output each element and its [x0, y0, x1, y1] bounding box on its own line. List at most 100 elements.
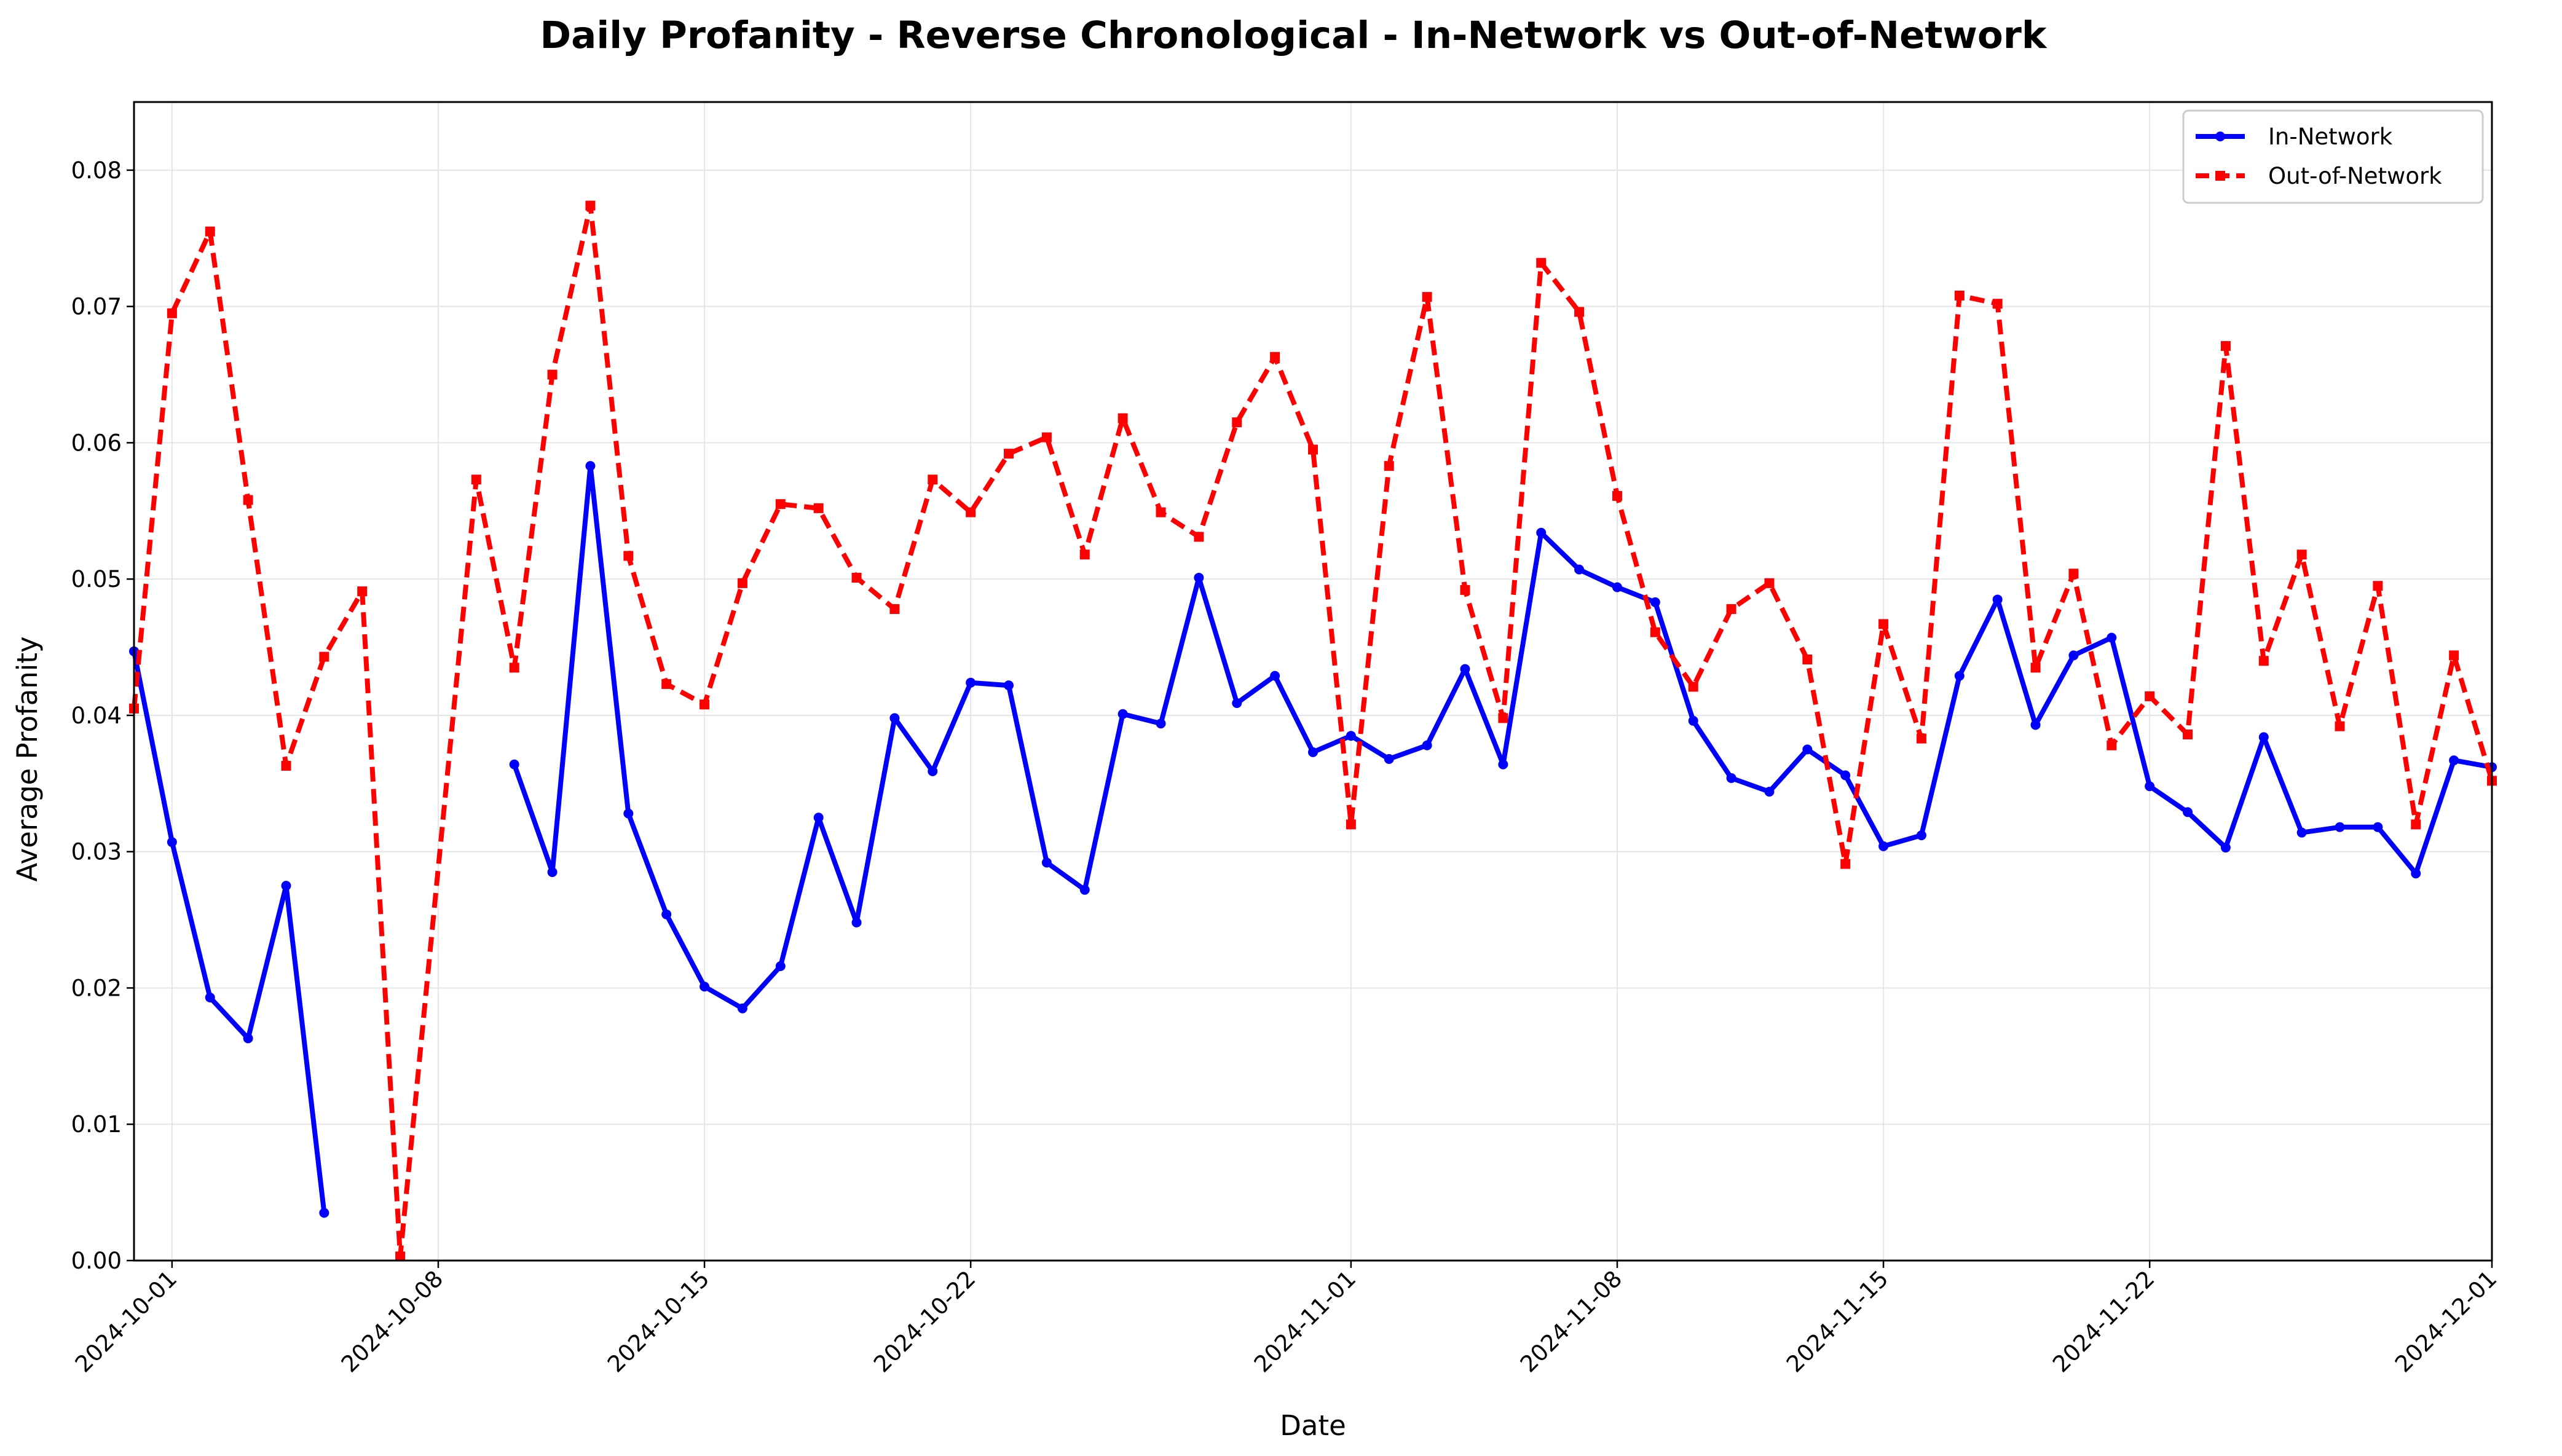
plot-frame — [133, 101, 2493, 1262]
data-point-out-of-network — [2335, 721, 2345, 731]
data-point-in-network — [1232, 698, 1242, 708]
data-point-out-of-network — [1954, 290, 1965, 301]
data-point-in-network — [1498, 759, 1508, 769]
data-point-in-network — [2258, 732, 2269, 742]
data-point-out-of-network — [1992, 299, 2003, 309]
data-point-in-network — [1117, 709, 1128, 719]
data-point-out-of-network — [1764, 578, 1775, 588]
data-point-out-of-network — [1346, 819, 1356, 830]
data-point-out-of-network — [1270, 352, 1280, 362]
data-point-in-network — [2068, 650, 2079, 661]
data-point-in-network — [281, 881, 291, 891]
data-point-in-network — [1270, 671, 1280, 681]
data-point-out-of-network — [813, 503, 824, 513]
data-point-in-network — [319, 1208, 329, 1218]
y-tick-label: 0.00 — [71, 1248, 122, 1274]
data-point-in-network — [1612, 582, 1622, 592]
data-point-in-network — [928, 766, 938, 776]
data-point-in-network — [547, 867, 558, 877]
data-point-out-of-network — [661, 679, 672, 689]
data-point-in-network — [1878, 841, 1889, 851]
data-point-out-of-network — [1384, 461, 1394, 471]
data-point-out-of-network — [1156, 507, 1166, 517]
data-point-out-of-network — [585, 200, 596, 211]
data-point-out-of-network — [1041, 432, 1052, 443]
data-point-out-of-network — [775, 499, 786, 510]
data-point-out-of-network — [167, 308, 177, 318]
data-point-out-of-network — [1688, 682, 1698, 692]
data-point-out-of-network — [1878, 619, 1889, 629]
data-point-in-network — [2411, 868, 2421, 879]
data-point-in-network — [2107, 632, 2117, 643]
data-point-in-network — [889, 713, 900, 723]
data-point-out-of-network — [1079, 549, 1090, 560]
data-point-out-of-network — [509, 663, 519, 673]
chart-title: Daily Profanity - Reverse Chronological … — [540, 14, 2048, 57]
y-axis-title: Average Profanity — [11, 636, 44, 881]
data-point-in-network — [509, 759, 519, 769]
data-point-out-of-network — [700, 699, 710, 710]
data-point-out-of-network — [2296, 549, 2307, 560]
data-point-in-network — [966, 677, 976, 688]
data-point-out-of-network — [2373, 581, 2383, 591]
data-point-in-network — [243, 1033, 253, 1044]
data-point-in-network — [2335, 822, 2345, 832]
data-point-in-network — [205, 992, 215, 1002]
y-tick-label: 0.07 — [71, 294, 122, 320]
data-point-in-network — [813, 813, 824, 823]
data-point-in-network — [1308, 747, 1318, 757]
data-point-out-of-network — [1916, 733, 1926, 744]
data-point-in-network — [1384, 754, 1394, 764]
y-tick-label: 0.05 — [71, 566, 122, 592]
y-tick-label: 0.06 — [71, 430, 122, 456]
data-point-in-network — [1916, 830, 1926, 841]
x-axis-title: Date — [1280, 1409, 1346, 1442]
legend: In-Network Out-of-Network — [2182, 109, 2484, 204]
data-point-in-network — [1422, 740, 1432, 750]
data-point-out-of-network — [966, 507, 976, 517]
data-point-in-network — [661, 909, 672, 919]
data-point-out-of-network — [737, 578, 747, 588]
data-point-out-of-network — [1802, 655, 1813, 665]
data-point-in-network — [1004, 680, 1014, 691]
data-point-out-of-network — [357, 586, 368, 597]
data-point-in-network — [2183, 807, 2193, 817]
data-point-out-of-network — [1574, 307, 1585, 317]
data-point-out-of-network — [1460, 584, 1470, 595]
data-point-out-of-network — [1726, 604, 1736, 614]
data-point-out-of-network — [623, 551, 634, 561]
data-point-in-network — [167, 837, 177, 848]
data-point-out-of-network — [547, 369, 558, 380]
data-point-out-of-network — [1840, 859, 1851, 869]
data-point-out-of-network — [395, 1251, 406, 1262]
data-point-in-network — [2296, 827, 2307, 838]
data-point-in-network — [2220, 843, 2231, 853]
y-tick-label: 0.01 — [71, 1111, 122, 1138]
data-point-out-of-network — [471, 474, 481, 485]
data-point-out-of-network — [928, 474, 938, 485]
data-point-in-network — [2030, 720, 2041, 730]
data-point-out-of-network — [2183, 729, 2193, 739]
data-point-in-network — [585, 461, 596, 471]
data-point-out-of-network — [1498, 713, 1508, 723]
y-tick-label: 0.02 — [71, 975, 122, 1001]
data-point-out-of-network — [1650, 627, 1660, 637]
data-point-out-of-network — [1004, 449, 1014, 459]
y-tick-label: 0.04 — [71, 702, 122, 729]
data-point-in-network — [1688, 715, 1698, 726]
data-point-out-of-network — [2068, 569, 2079, 579]
data-point-in-network — [2145, 781, 2155, 792]
data-point-in-network — [2373, 822, 2383, 832]
data-point-in-network — [1079, 884, 1090, 895]
data-point-in-network — [623, 808, 634, 819]
data-point-in-network — [775, 961, 786, 971]
data-point-out-of-network — [1194, 532, 1204, 542]
data-point-out-of-network — [319, 651, 329, 662]
data-point-in-network — [1536, 527, 1547, 538]
legend-label-in-network: In-Network — [2268, 124, 2393, 150]
data-point-in-network — [1041, 857, 1052, 868]
data-point-out-of-network — [889, 604, 900, 614]
data-point-in-network — [1840, 770, 1851, 781]
data-point-out-of-network — [851, 572, 862, 583]
